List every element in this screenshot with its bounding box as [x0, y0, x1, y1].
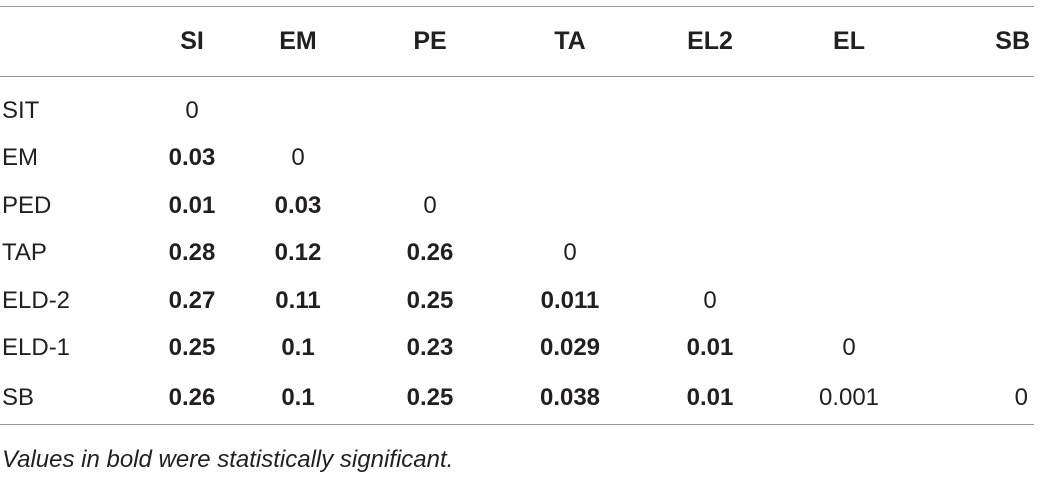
table-cell: 0.01: [168, 191, 216, 219]
row-label: TAP: [2, 239, 47, 267]
header-cell-el: EL: [833, 27, 865, 55]
table-cell: 0.25: [168, 334, 216, 362]
table-cell: [232, 77, 364, 135]
table-cell: [776, 230, 922, 278]
row-label: SIT: [2, 96, 40, 124]
table-row: SIT 0: [0, 77, 1034, 135]
table-cell: 0.23: [406, 334, 454, 362]
table-cell: [364, 77, 496, 135]
table-cell: 0.26: [406, 239, 454, 267]
table-cell: [922, 277, 1034, 325]
table-cell: 0.27: [168, 286, 216, 314]
table-cell: [922, 230, 1034, 278]
table-footnote: Values in bold were statistically signif…: [2, 446, 454, 473]
row-label: EM: [2, 144, 38, 172]
table-row: EM 0.03 0: [0, 135, 1034, 183]
header-cell-em: EM: [279, 27, 317, 55]
table-cell: [496, 135, 644, 183]
table-row: ELD-1 0.25 0.1 0.23 0.029 0.01 0: [0, 325, 1034, 373]
header-cell-si: SI: [180, 27, 204, 55]
table-cell: 0.25: [406, 383, 454, 411]
table-cell: 0: [423, 191, 437, 219]
table-cell: 0.011: [540, 286, 600, 314]
table-cell: 0: [1014, 383, 1028, 411]
table-row: PED 0.01 0.03 0: [0, 182, 1034, 230]
table-cell: 0.11: [275, 286, 321, 314]
header-cell-el2: EL2: [687, 27, 733, 55]
table-cell: 0.26: [168, 383, 216, 411]
table-cell: 0.03: [274, 191, 322, 219]
table-cell: 0.01: [686, 383, 734, 411]
table-cell: 0.12: [274, 239, 322, 267]
table-header: SI EM PE TA EL2 EL SB: [0, 6, 1034, 77]
table-cell: [922, 77, 1034, 135]
row-label: PED: [2, 191, 52, 219]
table-row: TAP 0.28 0.12 0.26 0: [0, 230, 1034, 278]
table-body: SIT 0 EM 0.03 0 PED 0.01 0.03 0 TAP 0.28 0.12 0.26 0 E…: [0, 77, 1034, 424]
table-cell: 0: [563, 239, 577, 267]
table-cell: [364, 135, 496, 183]
header-cell-ta: TA: [554, 27, 586, 55]
table-cell: 0.001: [818, 383, 880, 411]
table-cell: [644, 230, 776, 278]
distance-matrix-table: SI EM PE TA EL2 EL SB SIT 0 EM 0.03 0 PED 0.01 0.03 0 T…: [0, 6, 1034, 425]
row-label: SB: [2, 383, 35, 411]
table-cell: 0.1: [281, 334, 315, 362]
header-row: SI EM PE TA EL2 EL SB: [0, 6, 1034, 77]
table-row: ELD-2 0.27 0.11 0.25 0.011 0: [0, 277, 1034, 325]
table-cell: 0.1: [281, 383, 315, 411]
header-cell-corner: [0, 7, 152, 77]
table-cell: 0: [703, 286, 717, 314]
row-label: ELD-1: [2, 334, 71, 362]
table-cell: 0.28: [168, 239, 216, 267]
table-cell: [776, 135, 922, 183]
table-cell: 0.029: [539, 334, 601, 362]
row-label: ELD-2: [2, 286, 71, 314]
table-cell: 0: [185, 96, 199, 124]
table-cell: 0: [291, 144, 305, 172]
table-cell: 0.01: [686, 334, 734, 362]
header-cell-pe: PE: [413, 27, 447, 55]
table-cell: [496, 77, 644, 135]
table-cell: [776, 182, 922, 230]
table-row: SB 0.26 0.1 0.25 0.038 0.01 0.001 0: [0, 372, 1034, 424]
header-cell-sb: SB: [995, 27, 1030, 55]
table-cell: [644, 182, 776, 230]
table-cell: [496, 182, 644, 230]
table-cell: 0.03: [168, 144, 216, 172]
table-cell: [776, 277, 922, 325]
table-cell: 0.038: [539, 383, 601, 411]
table-cell: 0: [842, 334, 856, 362]
table-cell: [922, 135, 1034, 183]
table-cell: [776, 77, 922, 135]
table-cell: [644, 135, 776, 183]
table-cell: 0.25: [406, 286, 454, 314]
table-cell: [922, 182, 1034, 230]
table-cell: [644, 77, 776, 135]
table-cell: [922, 325, 1034, 373]
